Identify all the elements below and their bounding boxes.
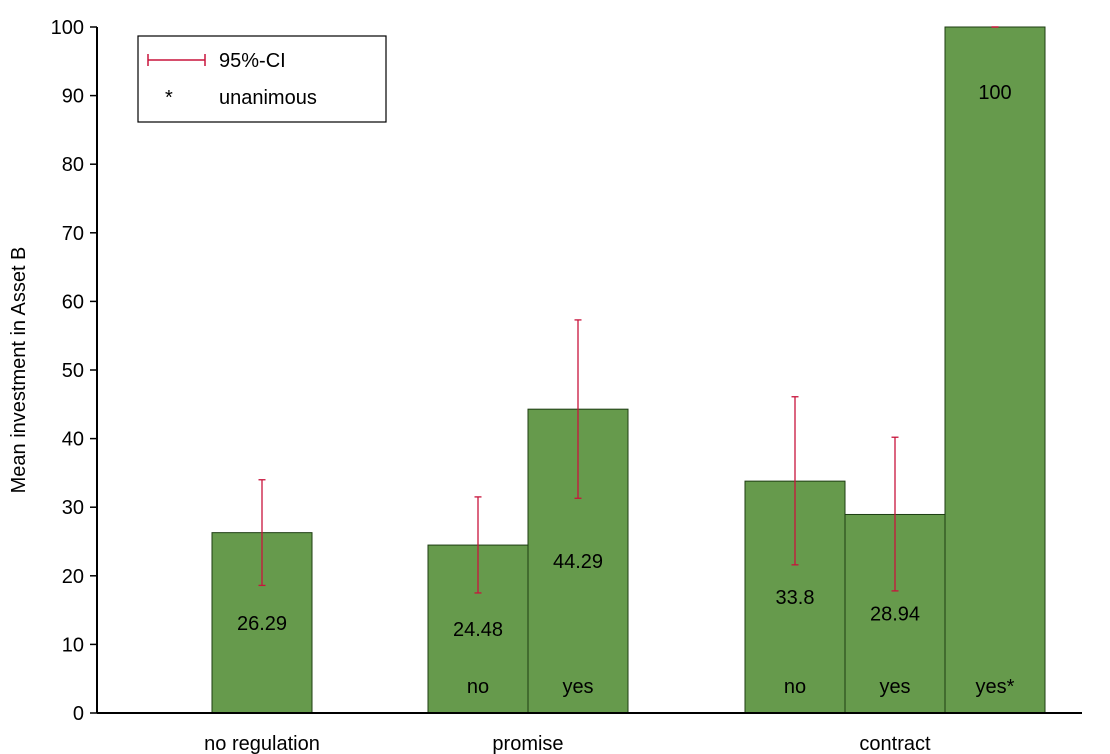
ci-whisker	[258, 479, 266, 587]
bar-value-label: 100	[978, 82, 1011, 104]
y-tick-label: 90	[62, 86, 84, 108]
bar-sub-label: yes	[562, 676, 593, 698]
y-tick-label: 50	[62, 360, 84, 382]
bar-sub-label: no	[784, 676, 806, 698]
group-label: contract	[859, 733, 931, 754]
error-bars	[258, 26, 999, 594]
group-labels: no regulation promise contract	[204, 733, 931, 754]
y-tick-label: 30	[62, 497, 84, 519]
bar-value-label: 44.29	[553, 551, 603, 573]
bar-sub-label: yes	[879, 676, 910, 698]
group-label: no regulation	[204, 733, 320, 754]
bar-sub-label: yes*	[976, 676, 1015, 698]
bars	[211, 26, 1046, 714]
legend-box	[137, 35, 387, 123]
ci-whisker	[574, 319, 582, 499]
legend-ci-label: 95%-CI	[219, 50, 286, 72]
bar-value-label: 24.48	[453, 619, 503, 641]
bar-labels: 26.29 24.48 no 44.29 yes 33.8 no 28.94 yes 100 yes…	[237, 82, 1015, 698]
y-tick-label: 0	[73, 703, 84, 725]
y-tick-label: 40	[62, 429, 84, 451]
y-tick-label: 100	[51, 17, 84, 39]
legend-ci-symbol	[147, 54, 206, 66]
legend-unanimous-label: unanimous	[219, 87, 317, 109]
y-tick-label: 60	[62, 291, 84, 313]
bar-value-label: 33.8	[776, 587, 815, 609]
bar-value-label: 28.94	[870, 604, 920, 626]
group-label: promise	[492, 733, 563, 754]
y-axis-title: Mean investment in Asset B	[8, 247, 30, 494]
ci-whisker	[891, 436, 899, 592]
legend-unanimous-symbol: *	[165, 87, 173, 109]
bar-value-label: 26.29	[237, 613, 287, 635]
y-tick-label: 80	[62, 154, 84, 176]
legend: 95%-CI * unanimous	[137, 35, 387, 123]
y-tick-label: 10	[62, 634, 84, 656]
bar-sub-label: no	[467, 676, 489, 698]
y-ticks: 0 10 20 30 40 50 60 70 80 90 100	[51, 17, 97, 725]
bar	[944, 26, 1046, 714]
ci-whisker	[791, 396, 799, 566]
y-tick-label: 70	[62, 223, 84, 245]
y-tick-label: 20	[62, 566, 84, 588]
ci-whisker	[474, 496, 482, 594]
